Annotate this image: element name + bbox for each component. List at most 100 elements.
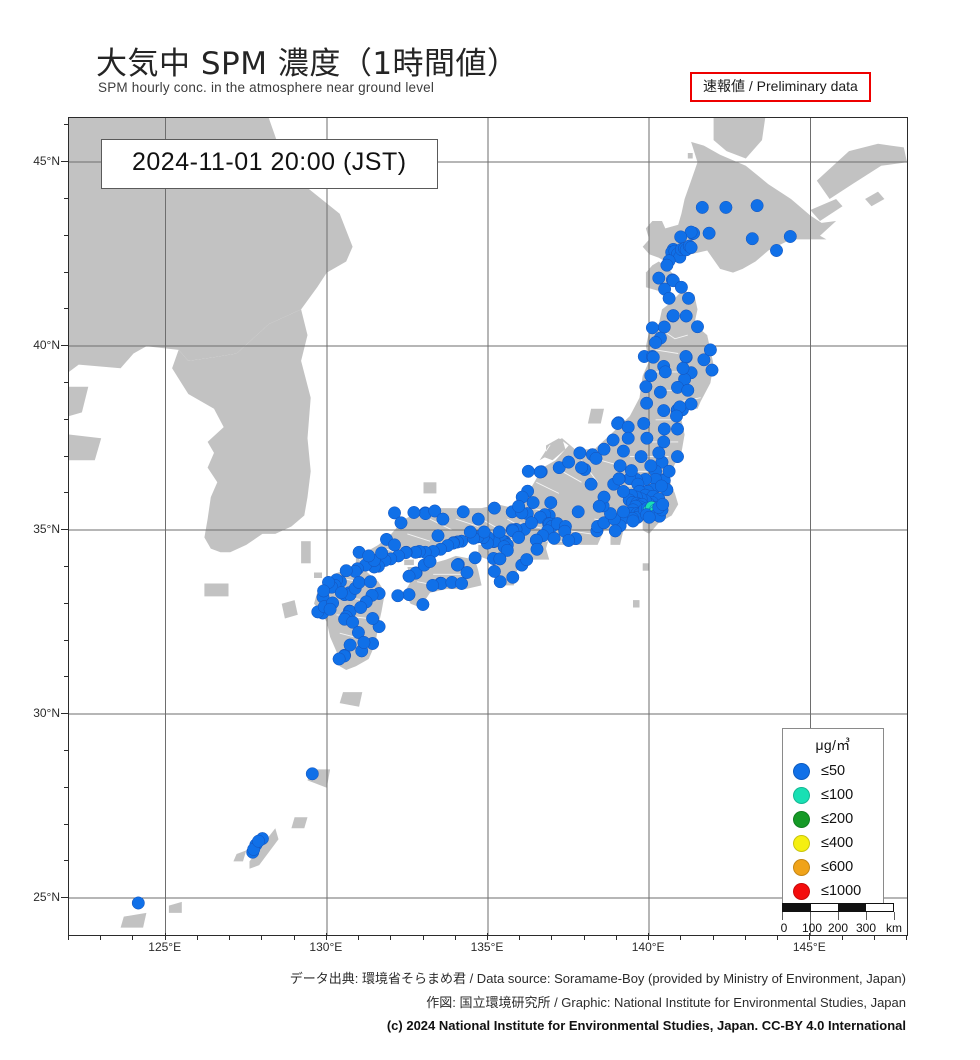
station-point[interactable] [702,226,716,240]
station-point[interactable] [506,570,520,584]
station-point[interactable] [394,516,408,530]
station-point[interactable] [646,350,660,364]
station-point[interactable] [697,353,711,367]
station-point[interactable] [621,420,635,434]
station-point[interactable] [674,280,688,294]
station-point[interactable] [684,241,698,254]
station-point[interactable] [332,652,346,666]
station-point[interactable] [597,442,611,456]
station-point[interactable] [658,365,672,379]
station-point[interactable] [357,635,371,649]
station-point[interactable] [652,271,666,285]
station-point[interactable] [562,455,576,469]
station-point[interactable] [691,320,704,334]
station-point[interactable] [657,320,671,334]
station-point[interactable] [521,464,535,478]
station-point[interactable] [530,542,544,556]
station-points-layer[interactable] [69,118,907,935]
station-point[interactable] [520,553,534,567]
station-point[interactable] [471,512,485,526]
station-point[interactable] [354,601,368,614]
station-point[interactable] [621,431,635,445]
station-point[interactable] [450,558,464,572]
station-point[interactable] [679,309,693,323]
station-point[interactable] [660,258,674,272]
station-point[interactable] [487,564,501,578]
station-point[interactable] [305,767,319,781]
station-point[interactable] [770,244,783,257]
station-point[interactable] [719,200,733,214]
station-point[interactable] [500,543,514,557]
station-point[interactable] [783,230,797,243]
station-point[interactable] [671,422,684,436]
station-point[interactable] [351,626,365,639]
station-point[interactable] [339,564,353,578]
station-point[interactable] [676,361,690,375]
station-point[interactable] [352,575,366,589]
station-point[interactable] [679,350,693,363]
station-point[interactable] [657,404,671,418]
station-point[interactable] [671,450,684,464]
station-point[interactable] [652,446,666,460]
station-point[interactable] [423,555,437,568]
station-point[interactable] [682,291,695,305]
station-point[interactable] [460,566,474,579]
station-point[interactable] [616,444,630,458]
station-point[interactable] [431,529,445,543]
station-point[interactable] [343,638,357,652]
station-point[interactable] [616,485,630,498]
station-point[interactable] [592,499,606,513]
station-point[interactable] [323,602,337,616]
station-point[interactable] [468,551,482,565]
station-point[interactable] [512,531,526,544]
station-point[interactable] [252,834,265,848]
station-point[interactable] [705,363,719,377]
station-point[interactable] [334,586,348,600]
station-point[interactable] [562,534,576,547]
station-point[interactable] [656,497,670,511]
station-point[interactable] [681,383,695,397]
station-point[interactable] [657,435,671,449]
station-point[interactable] [695,200,709,214]
station-point[interactable] [644,459,658,473]
station-point[interactable] [571,505,585,519]
station-point[interactable] [492,525,506,539]
station-point[interactable] [657,422,671,436]
station-point[interactable] [645,321,659,335]
station-point[interactable] [362,549,376,563]
station-point[interactable] [493,552,507,566]
station-point[interactable] [317,584,331,598]
station-point[interactable] [493,575,507,589]
station-point[interactable] [544,496,558,510]
station-point[interactable] [750,199,764,213]
station-point[interactable] [639,380,653,394]
station-point[interactable] [684,397,698,411]
station-point[interactable] [642,510,656,524]
station-point[interactable] [426,578,440,592]
station-point[interactable] [616,505,630,519]
station-point[interactable] [477,525,491,539]
station-point[interactable] [575,461,588,475]
station-point[interactable] [402,588,416,602]
station-point[interactable] [653,385,667,399]
station-point[interactable] [573,446,587,460]
station-point[interactable] [366,612,380,625]
station-point[interactable] [456,505,470,519]
station-point[interactable] [640,431,654,445]
station-point[interactable] [388,538,401,552]
station-point[interactable] [612,472,626,486]
station-point[interactable] [674,230,688,244]
map-canvas[interactable]: 2024-11-01 20:00 (JST) μg/㎥ ≤50 ≤100 ≤200 ≤… [68,117,908,936]
station-point[interactable] [745,232,759,246]
station-point[interactable] [512,499,526,513]
station-point[interactable] [533,465,547,479]
station-point[interactable] [547,531,561,545]
station-point[interactable] [662,291,676,305]
station-point[interactable] [407,506,421,519]
station-point[interactable] [589,451,603,465]
station-point[interactable] [613,459,627,473]
station-point[interactable] [703,343,717,357]
station-point[interactable] [402,569,416,583]
station-point[interactable] [455,577,469,590]
station-point[interactable] [640,396,654,410]
